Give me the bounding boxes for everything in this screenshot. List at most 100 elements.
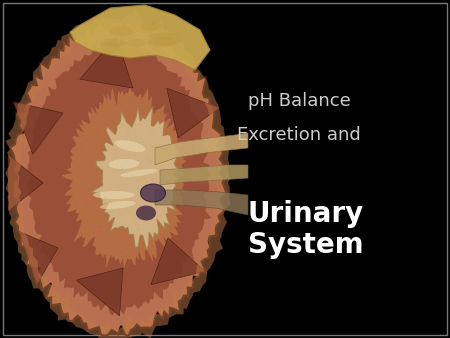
Point [113,222,120,228]
Point [104,143,111,148]
Point [89,120,96,125]
Point [146,133,153,138]
Point [54,267,62,272]
Point [200,212,207,217]
Point [130,303,137,308]
Point [150,52,158,58]
Point [61,72,68,77]
Point [40,87,48,93]
Point [107,198,114,203]
Point [94,297,101,302]
Point [175,75,182,80]
Point [90,286,97,291]
Point [184,214,192,219]
Point [149,295,157,300]
Point [42,217,49,223]
Point [65,141,72,146]
Point [179,277,186,283]
Point [185,252,192,258]
Point [145,296,153,301]
Point [117,243,124,249]
Point [118,228,126,234]
Polygon shape [80,37,133,88]
Point [67,278,74,284]
Point [101,251,108,256]
Point [54,263,61,269]
Point [46,130,54,135]
Point [141,46,149,51]
Point [187,181,194,186]
Point [192,233,199,238]
Point [155,136,162,141]
Point [171,177,178,183]
Point [27,166,35,171]
Point [85,78,92,83]
Point [106,224,113,229]
Point [99,78,106,84]
Point [179,141,186,146]
Point [89,249,96,254]
Point [119,223,126,228]
Point [178,146,185,151]
Point [150,268,158,274]
Point [101,146,108,151]
Point [142,50,149,55]
Point [118,83,125,89]
Point [118,113,125,119]
Point [127,36,135,41]
Point [101,190,108,195]
Point [143,218,150,223]
Point [70,84,77,90]
Point [65,281,72,287]
Point [86,301,93,306]
Point [22,170,29,175]
Point [95,189,102,194]
Point [160,154,167,160]
Point [37,183,45,189]
Point [83,65,90,70]
Point [72,83,79,89]
Point [81,306,88,312]
Point [172,265,180,271]
Point [129,82,136,88]
Point [143,310,150,315]
Point [65,140,72,145]
Point [144,239,151,244]
Point [130,192,137,197]
Point [120,137,127,143]
Point [170,66,177,72]
Point [104,100,111,106]
Point [56,262,63,267]
Point [99,225,106,231]
Point [60,111,68,116]
Point [132,270,140,275]
Point [72,77,79,82]
Point [106,204,113,210]
Point [26,228,33,234]
Point [158,76,165,81]
Point [164,222,171,228]
Point [58,154,65,160]
Point [174,127,181,133]
Point [144,204,152,210]
Point [208,140,215,145]
Point [89,202,96,208]
Point [90,84,98,90]
Point [143,248,150,253]
Point [114,103,122,109]
Point [63,207,70,212]
Point [20,145,27,151]
Point [155,61,162,67]
Point [127,143,135,149]
Point [130,282,137,287]
Point [105,308,112,313]
Point [92,199,99,205]
Point [192,199,199,204]
Point [153,203,161,209]
Point [141,245,149,250]
Point [95,255,102,261]
Point [57,263,64,269]
Point [98,172,105,177]
Point [60,233,68,238]
Text: pH Balance: pH Balance [248,92,351,111]
